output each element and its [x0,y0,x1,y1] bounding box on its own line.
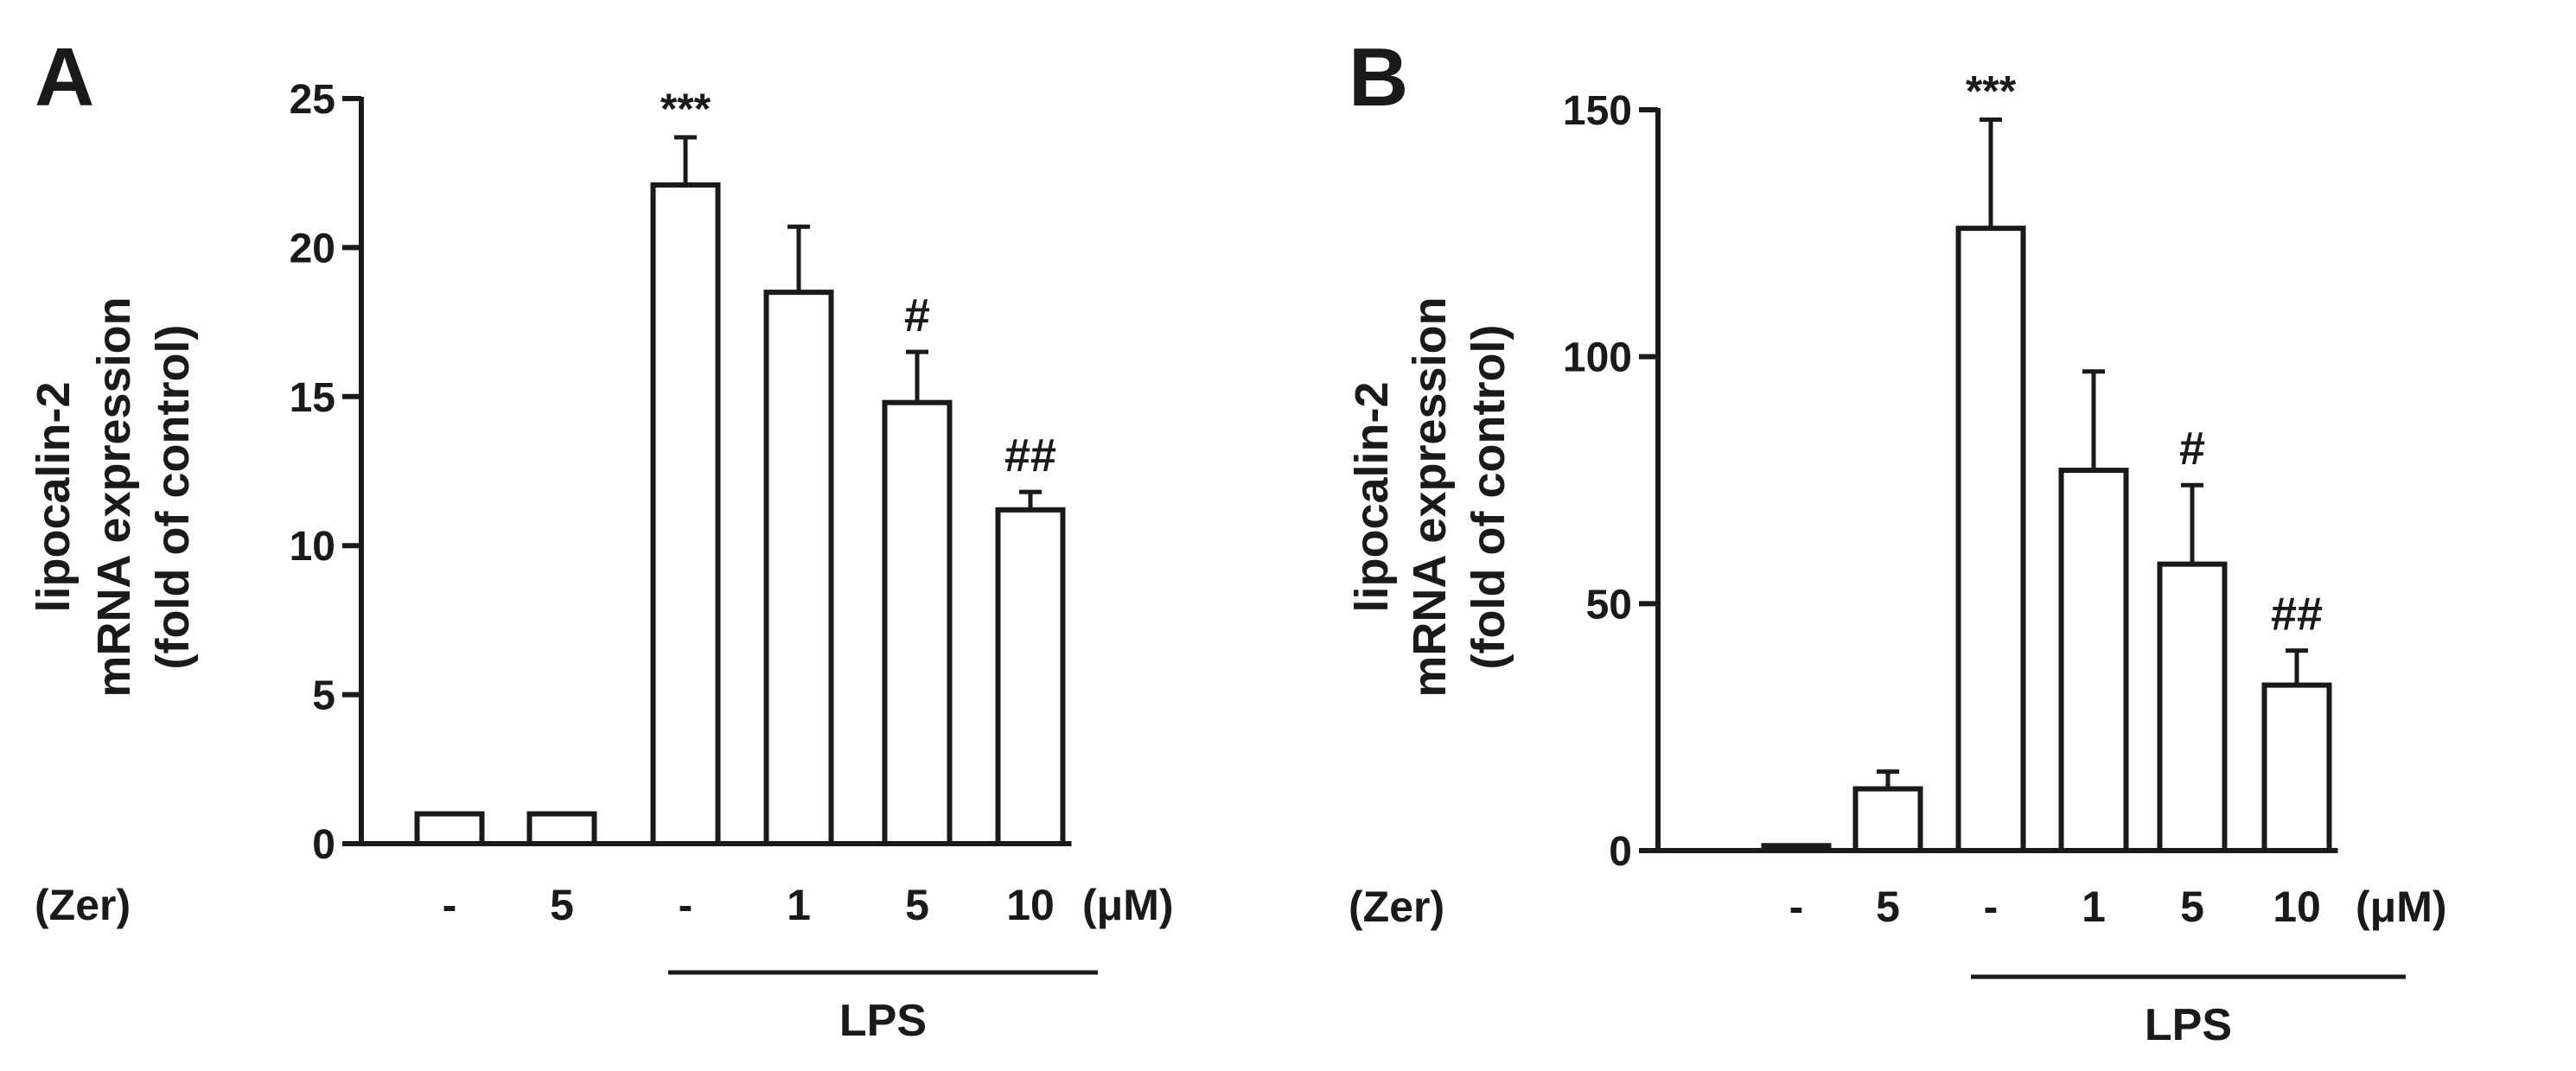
bar [1852,786,1923,853]
significance-label: # [904,290,930,341]
y-tick-label: 150 [1563,88,1632,134]
bar [414,811,485,847]
significance-label: ## [1004,430,1056,481]
x-category-label: 5 [905,881,929,929]
bar [882,399,953,846]
x-category-label: - [443,881,457,929]
x-category-label: 5 [1876,883,1900,931]
y-tick-label: 0 [312,822,335,868]
x-category-label: 10 [2273,883,2321,931]
significance-label: ## [2271,589,2323,641]
significance-label: # [2179,423,2205,475]
group-label-lps: LPS [839,996,927,1046]
bar [1955,226,2026,853]
x-category-label: 1 [2082,883,2106,931]
row-label-zer: (Zer) [1349,883,1444,931]
bar [1761,843,1832,854]
panel-label: B [1349,31,1408,124]
x-category-label: - [1984,883,1999,931]
y-tick-label: 15 [290,375,335,421]
y-axis-label-line: mRNA expression [88,296,140,697]
y-axis-label-line: (fold of control) [1463,325,1514,670]
y-axis-label-line: (fold of control) [147,325,199,670]
panel-label: A [35,31,94,124]
y-axis-label-line: mRNA expression [1404,296,1456,697]
bar [650,182,721,846]
y-tick-label: 20 [290,226,335,271]
bar [2058,468,2129,853]
bar [2157,561,2228,853]
bar [763,290,834,846]
significance-label: *** [1966,67,2017,115]
bar [2261,682,2332,853]
y-axis-label-line: lipocalin-2 [28,381,80,612]
unit-label: (μM) [1082,881,1174,929]
group-label-lps: LPS [2145,1000,2232,1050]
x-category-label: 10 [1006,881,1055,929]
y-tick-label: 100 [1563,335,1632,381]
significance-label: *** [660,85,711,133]
x-category-label: 5 [2180,883,2204,931]
x-category-label: - [1789,883,1804,931]
y-tick-label: 10 [290,524,335,570]
x-category-label: 5 [550,881,574,929]
unit-label: (μM) [2356,883,2447,931]
y-axis-label-line: lipocalin-2 [1346,381,1398,612]
bar [995,507,1066,846]
y-tick-label: 25 [290,77,335,123]
row-label-zer: (Zer) [35,881,131,929]
x-category-label: - [679,881,693,929]
y-tick-label: 0 [1609,829,1632,875]
y-tick-label: 50 [1586,582,1632,628]
bar [526,811,597,847]
x-category-label: 1 [787,881,811,929]
y-tick-label: 5 [312,673,335,719]
